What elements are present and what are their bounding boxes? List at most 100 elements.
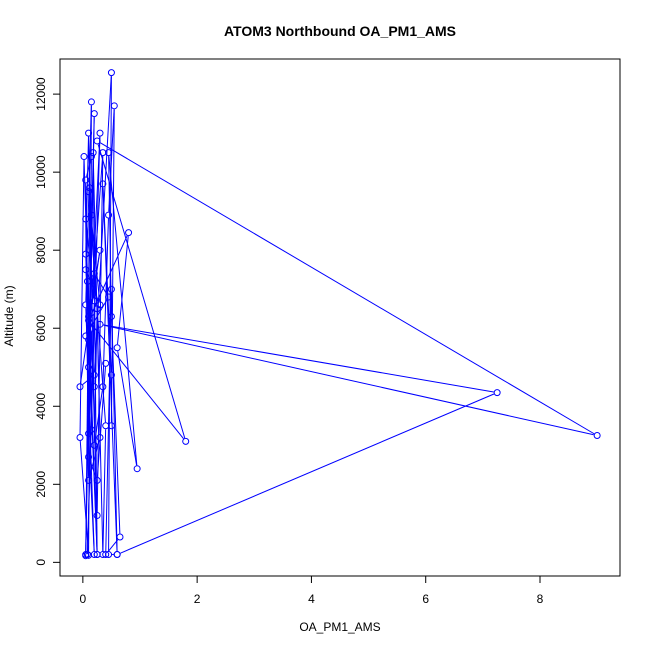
x-axis: 0 2 4 6 8 <box>80 575 544 606</box>
series-segment <box>79 160 85 434</box>
series-segment <box>95 276 108 295</box>
series-segment <box>102 429 107 552</box>
data-point <box>105 149 113 157</box>
data-point <box>90 383 98 391</box>
data-point <box>85 551 93 559</box>
data-point <box>113 344 121 352</box>
data-point <box>76 433 84 441</box>
x-tick-label: 6 <box>422 592 429 606</box>
series-segment <box>96 366 106 477</box>
series-segment <box>82 376 92 385</box>
series-segment <box>105 292 112 552</box>
series-segment <box>107 539 119 553</box>
series-segment <box>103 324 494 393</box>
data-point <box>113 551 121 559</box>
data-point <box>82 250 90 258</box>
data-point <box>80 153 88 161</box>
data-point <box>96 433 104 441</box>
data-point <box>93 305 101 313</box>
series-segment <box>99 142 595 435</box>
data-point <box>593 432 601 440</box>
x-tick-label: 2 <box>194 592 201 606</box>
data-point <box>83 551 91 559</box>
data-point <box>90 371 98 379</box>
series-points <box>76 69 601 560</box>
series-segment <box>88 218 92 454</box>
y-tick-label: 10000 <box>34 155 48 189</box>
data-point <box>87 324 95 332</box>
series-segment <box>111 320 121 534</box>
series-segment <box>108 156 138 466</box>
data-point <box>90 270 98 278</box>
data-point <box>85 453 93 461</box>
y-tick-label: 4000 <box>34 393 48 420</box>
series-segment <box>116 236 129 345</box>
data-point <box>93 476 101 484</box>
data-point <box>102 359 110 367</box>
chart-title: ATOM3 Northbound OA_PM1_AMS <box>224 23 456 39</box>
series-segment <box>87 299 108 334</box>
data-point <box>87 426 95 434</box>
data-point <box>82 301 90 309</box>
y-tick-label: 8000 <box>34 237 48 264</box>
data-point <box>76 383 84 391</box>
data-point <box>96 246 104 254</box>
data-point <box>107 69 115 77</box>
data-point <box>85 188 93 196</box>
data-point <box>87 211 95 219</box>
data-point <box>107 422 115 430</box>
series-segment <box>96 312 104 552</box>
series-segment <box>88 195 101 302</box>
x-tick-label: 4 <box>308 592 315 606</box>
series-segment <box>103 324 594 436</box>
x-tick-label: 0 <box>80 592 87 606</box>
data-point <box>116 533 124 541</box>
data-point <box>87 98 95 106</box>
data-point <box>82 332 90 340</box>
data-point <box>82 176 90 184</box>
x-axis-label: OA_PM1_AMS <box>299 620 380 634</box>
data-point <box>82 552 90 560</box>
data-point <box>107 313 115 321</box>
series-segment <box>79 440 89 552</box>
data-point <box>89 149 97 157</box>
data-point <box>93 512 101 520</box>
data-point <box>96 129 104 137</box>
series-segment <box>87 136 101 552</box>
data-point <box>107 371 115 379</box>
y-tick-label: 2000 <box>34 471 48 498</box>
y-tick-label: 6000 <box>34 315 48 342</box>
data-point <box>125 229 133 237</box>
data-point <box>87 153 95 161</box>
data-point <box>493 389 501 397</box>
data-point <box>182 437 190 445</box>
series-segment <box>110 109 115 423</box>
series-segment <box>91 218 95 271</box>
data-point <box>110 102 118 110</box>
series-segment <box>117 351 138 466</box>
data-point <box>99 180 107 188</box>
data-point <box>85 129 93 137</box>
y-tick-label: 12000 <box>34 77 48 111</box>
series-segment <box>89 460 97 478</box>
x-tick-label: 8 <box>537 592 544 606</box>
data-point <box>86 184 94 192</box>
data-point <box>105 293 113 301</box>
data-point <box>82 215 90 223</box>
data-point <box>85 363 93 371</box>
data-point <box>85 316 93 324</box>
series-segment <box>91 136 101 310</box>
series-segment <box>94 390 103 442</box>
data-point <box>83 277 91 285</box>
data-point <box>87 309 95 317</box>
data-point <box>90 441 98 449</box>
data-point <box>107 285 115 293</box>
y-axis: 0 2000 4000 6000 8000 10000 12000 <box>34 77 61 566</box>
data-point <box>105 551 113 559</box>
series-segment <box>120 393 495 554</box>
data-point <box>90 110 98 118</box>
data-point <box>133 465 141 473</box>
series-segment <box>85 222 90 477</box>
series-segment <box>97 144 186 439</box>
